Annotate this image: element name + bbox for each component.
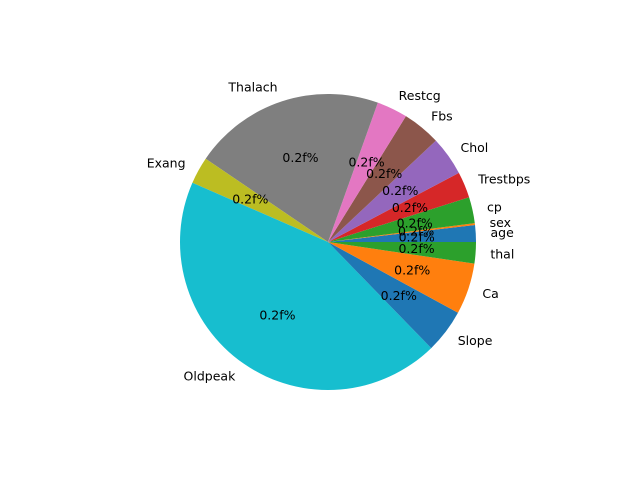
pie-percent-label-slope: 0.2f% [381, 288, 417, 303]
pie-percent-label-ca: 0.2f% [394, 263, 430, 278]
pie-label-fbs: Fbs [431, 108, 453, 123]
pie-slice-oldpeak [180, 182, 432, 391]
pie-percent-label-trestbps: 0.2f% [392, 200, 428, 215]
pie-label-sex: sex [490, 215, 511, 230]
pie-percent-label-sex: 0.2f% [398, 224, 434, 239]
pie-label-chol: Chol [460, 140, 488, 155]
pie-slice-ca [328, 242, 475, 313]
pie-percent-label-restcg: 0.2f% [348, 155, 384, 170]
pie-label-slope: Slope [458, 333, 493, 348]
pie-label-thal: thal [490, 246, 514, 261]
pie-slice-chol [328, 140, 459, 242]
pie-percent-label-age: 0.2f% [399, 229, 435, 244]
pie-slices [180, 93, 476, 391]
pie-percent-label-fbs: 0.2f% [366, 166, 402, 181]
pie-percent-label-thal: 0.2f% [398, 241, 434, 256]
pie-slice-slope [328, 242, 458, 349]
pie-label-exang: Exang [147, 156, 186, 171]
pie-percent-label-chol: 0.2f% [382, 183, 418, 198]
pie-slice-fbs [328, 116, 436, 242]
pie-percent-label-thalach: 0.2f% [282, 150, 318, 165]
pie-label-oldpeak: Oldpeak [184, 368, 237, 383]
pie-label-cp: cp [487, 199, 502, 214]
pie-label-restcg: Restcg [399, 88, 441, 103]
pie-slice-trestbps [328, 172, 470, 242]
pie-slice-exang [192, 158, 328, 242]
pie-slice-cp [328, 197, 475, 242]
pie-label-age: age [491, 225, 515, 240]
pie-slice-age [328, 225, 476, 242]
pie-percent-labels: 0.2f%0.2f%0.2f%0.2f%0.2f%0.2f%0.2f%0.2f%… [232, 150, 435, 322]
pie-slice-thalach [205, 93, 378, 242]
pie-label-ca: Ca [482, 286, 498, 301]
pie-slice-thal [328, 242, 476, 264]
pie-percent-label-cp: 0.2f% [397, 215, 433, 230]
pie-slice-restcg [328, 102, 406, 242]
pie-slice-sex [328, 223, 476, 242]
pie-percent-label-exang: 0.2f% [232, 192, 268, 207]
pie-label-trestbps: Trestbps [477, 172, 530, 187]
pie-label-thalach: Thalach [227, 80, 277, 95]
pie-percent-label-oldpeak: 0.2f% [259, 308, 295, 323]
